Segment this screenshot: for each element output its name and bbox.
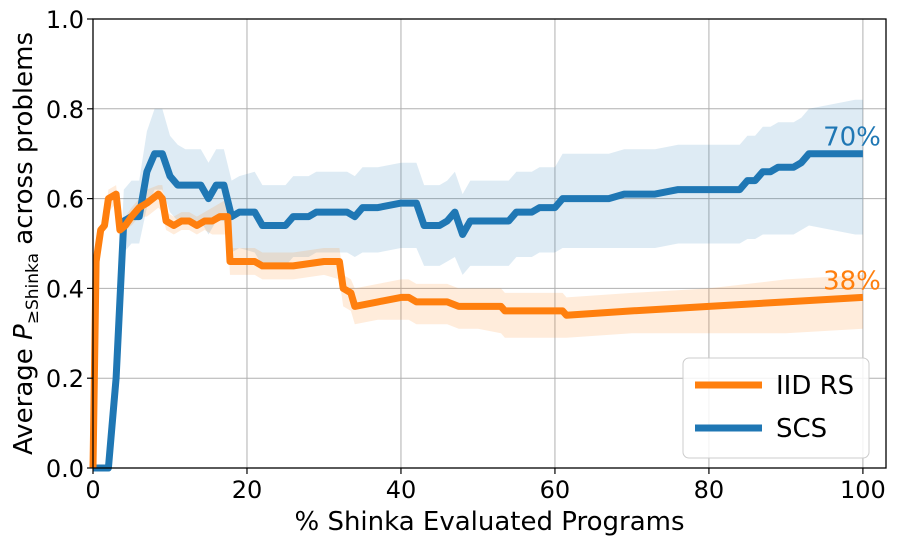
legend-label-scs: SCS — [776, 414, 827, 444]
x-axis-label: % Shinka Evaluated Programs — [294, 507, 684, 537]
legend: IID RS SCS — [682, 357, 870, 459]
end-label-scs: 70% — [823, 123, 881, 153]
y-axis-label: Average P≥Shinka across problems — [9, 32, 43, 455]
legend-label-iid-rs: IID RS — [776, 371, 854, 401]
series-lines — [89, 150, 864, 472]
x-tick-label: 80 — [694, 476, 725, 504]
band-iid-rs — [93, 185, 863, 468]
y-tick-label: 0.2 — [46, 365, 84, 393]
x-tick-label: 20 — [232, 476, 263, 504]
plot-frame — [92, 18, 887, 469]
line-iid-rs — [89, 190, 864, 469]
end-label-iid-rs: 38% — [823, 266, 881, 296]
x-tick-label: 100 — [840, 476, 886, 504]
y-tick-label: 0.0 — [46, 455, 84, 483]
y-tick-label: 0.8 — [46, 96, 84, 124]
y-tick-label: 0.6 — [46, 186, 84, 214]
x-tick-label: 40 — [386, 476, 417, 504]
y-axis-label-symbol: P — [9, 324, 39, 340]
ticks: 0 20 40 60 80 100 0.0 0.2 0.4 0.6 0.8 1.0 — [46, 6, 886, 504]
y-axis-label-subscript: ≥Shinka — [23, 253, 43, 324]
y-axis-label-suffix: across problems — [9, 32, 39, 253]
line-scs — [93, 150, 863, 472]
x-tick-label: 60 — [540, 476, 571, 504]
end-labels: 70% 38% — [823, 123, 881, 297]
y-axis-label-prefix: Average — [9, 340, 39, 455]
y-tick-label: 0.4 — [46, 275, 84, 303]
x-tick-label: 0 — [85, 476, 100, 504]
y-tick-label: 1.0 — [46, 6, 84, 34]
